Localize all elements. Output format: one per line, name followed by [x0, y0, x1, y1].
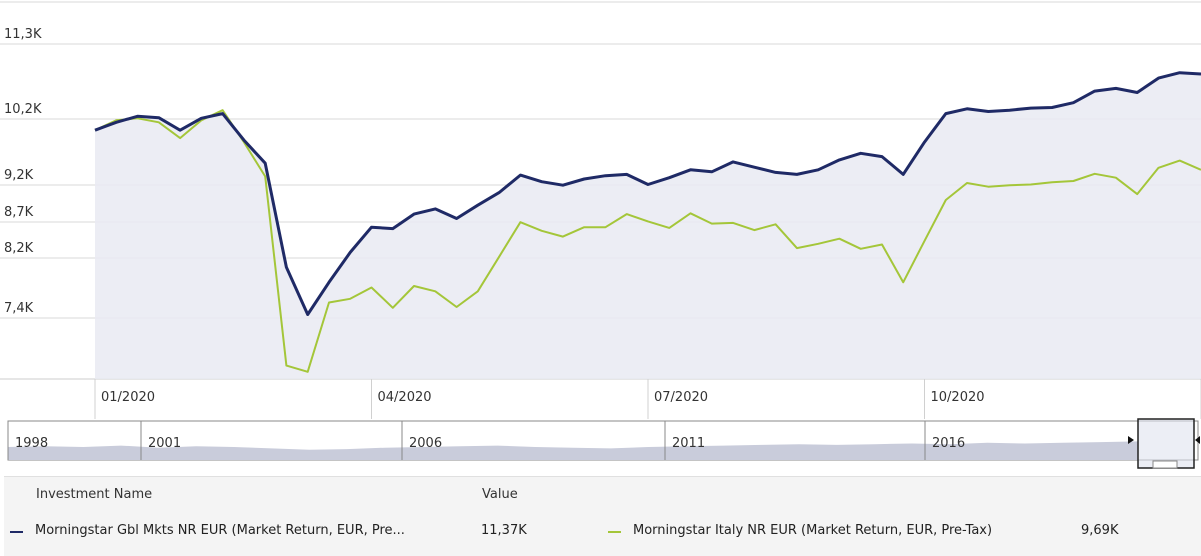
- legend-name-gbl: Morningstar Gbl Mkts NR EUR (Market Retu…: [35, 523, 405, 538]
- navigator-scroll-grip[interactable]: [1152, 460, 1178, 469]
- legend-swatch-gbl: [10, 531, 23, 533]
- navigator[interactable]: 1998 2001 2006 2011 2016: [7, 418, 1200, 469]
- y-tick-label: 7,4K: [4, 301, 34, 316]
- x-tick-label: 01/2020: [101, 390, 155, 405]
- legend-header-name: Investment Name: [36, 487, 153, 502]
- series-line-italy: [94, 109, 1201, 373]
- y-tick-label: 8,2K: [4, 241, 34, 256]
- navigator-year-label: 2001: [148, 436, 181, 451]
- navigator-left-arrow-icon[interactable]: [1128, 436, 1134, 444]
- legend-name-italy: Morningstar Italy NR EUR (Market Return,…: [633, 523, 993, 538]
- legend-header-value: Value: [482, 487, 518, 502]
- y-tick-label: 10,2K: [4, 102, 42, 117]
- y-tick-label: 9,2K: [4, 168, 34, 183]
- y-tick-label: 11,3K: [4, 27, 42, 42]
- navigator-right-arrow-icon[interactable]: [1195, 436, 1200, 444]
- area-fill: [95, 72, 1201, 379]
- legend-value-italy: 9,69K: [1081, 523, 1119, 538]
- area-gbl: [95, 72, 1201, 379]
- navigator-year-label: 2011: [672, 436, 705, 451]
- x-tick-label: 10/2020: [931, 390, 985, 405]
- series-line-gbl: [94, 71, 1201, 316]
- navigator-year-label: 2006: [409, 436, 442, 451]
- x-tick-label: 04/2020: [378, 390, 432, 405]
- legend-value-gbl: 11,37K: [481, 523, 527, 538]
- navigator-year-label: 1998: [15, 436, 48, 451]
- y-tick-label: 8,7K: [4, 205, 34, 220]
- legend-swatch-italy: [608, 531, 621, 533]
- legend-table: Investment Name Value Morningstar Gbl Mk…: [4, 476, 1201, 556]
- x-tick-label: 07/2020: [654, 390, 708, 405]
- navigator-silhouette: [8, 441, 1138, 460]
- series-lines: [94, 71, 1201, 373]
- navigator-year-label: 2016: [932, 436, 965, 451]
